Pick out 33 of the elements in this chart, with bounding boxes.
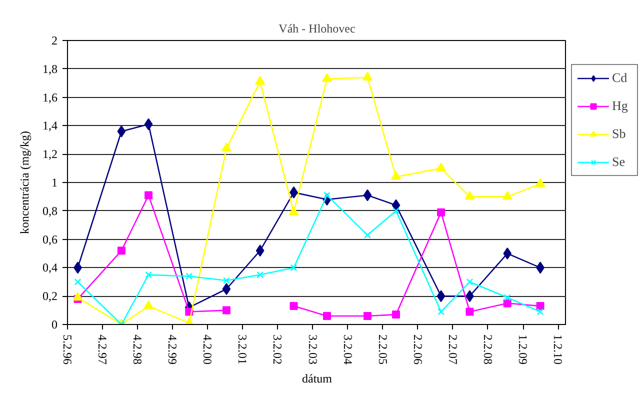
x-tick-label: 3.2.01 — [236, 334, 250, 364]
y-tick-label: 0,4 — [42, 260, 58, 275]
x-tick-label: 5.2.96 — [60, 334, 74, 364]
y-tick-label: 0,2 — [42, 289, 58, 304]
x-tick-label: 4.2.98 — [130, 334, 145, 364]
legend-label: Hg — [612, 98, 629, 114]
chart-title: Váh - Hlohovec — [278, 22, 356, 36]
x-tick-label: 1.2.09 — [516, 334, 530, 364]
y-tick-label: 1 — [52, 176, 58, 190]
y-tick-label: 0,8 — [42, 204, 58, 218]
x-tick-label: 2.2.06 — [410, 334, 425, 364]
x-tick-label: 1.2.10 — [551, 334, 566, 364]
y-tick-label: 0 — [52, 318, 58, 332]
x-tick-label: 2.2.08 — [480, 334, 495, 364]
y-tick-label: 1,4 — [42, 118, 58, 133]
y-tick-label: 1,8 — [42, 62, 58, 76]
legend-label: Sb — [612, 126, 627, 142]
x-tick-label: 4.2.00 — [200, 334, 215, 364]
y-tick-label: 1,2 — [42, 147, 58, 162]
x-axis-title: dátum — [302, 372, 333, 386]
legend-label: Cd — [612, 70, 628, 86]
x-tick-label: 2.2.05 — [376, 334, 390, 364]
x-tick-label: 3.2.04 — [340, 334, 355, 364]
x-tick-label: 4.2.97 — [96, 334, 110, 364]
legend-label: Se — [612, 154, 626, 170]
y-tick-label: 2 — [52, 34, 58, 48]
x-tick-label: 3.2.02 — [270, 334, 285, 364]
x-tick-label: 3.2.03 — [306, 334, 320, 364]
x-tick-label: 4.2.99 — [166, 334, 180, 364]
y-tick-label: 1,6 — [42, 90, 58, 104]
y-tick-label: 0,6 — [42, 232, 58, 246]
x-tick-label: 2.2.07 — [446, 334, 460, 364]
y-axis-title: koncentrácia (mg/kg) — [18, 131, 32, 234]
